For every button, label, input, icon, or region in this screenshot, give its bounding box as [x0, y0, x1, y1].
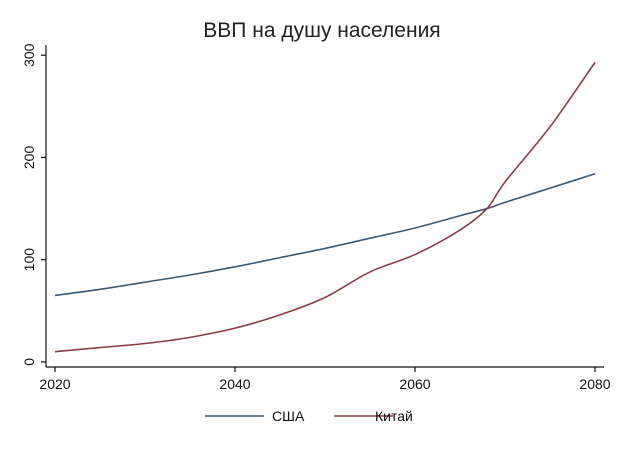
- x-tick-label: 2040: [219, 376, 250, 392]
- legend-label-0: США: [272, 408, 305, 424]
- x-tick-label: 2080: [579, 376, 610, 392]
- y-tick-label: 100: [21, 248, 37, 272]
- legend: США Китай: [205, 408, 413, 424]
- series-layer: [54, 61, 596, 353]
- y-tick-label: 200: [21, 146, 37, 170]
- x-tick-label: 2020: [39, 376, 70, 392]
- axes: 0 100 200 300 2020 2040 2060 2080: [21, 43, 611, 392]
- x-tick-label: 2060: [399, 376, 430, 392]
- legend-label-1: Китай: [375, 408, 413, 424]
- y-tick-label: 0: [21, 358, 37, 366]
- series-line-0: [54, 173, 596, 297]
- series-line-1: [54, 61, 596, 353]
- chart-title: ВВП на душу населения: [203, 19, 440, 42]
- y-tick-label: 300: [21, 43, 37, 67]
